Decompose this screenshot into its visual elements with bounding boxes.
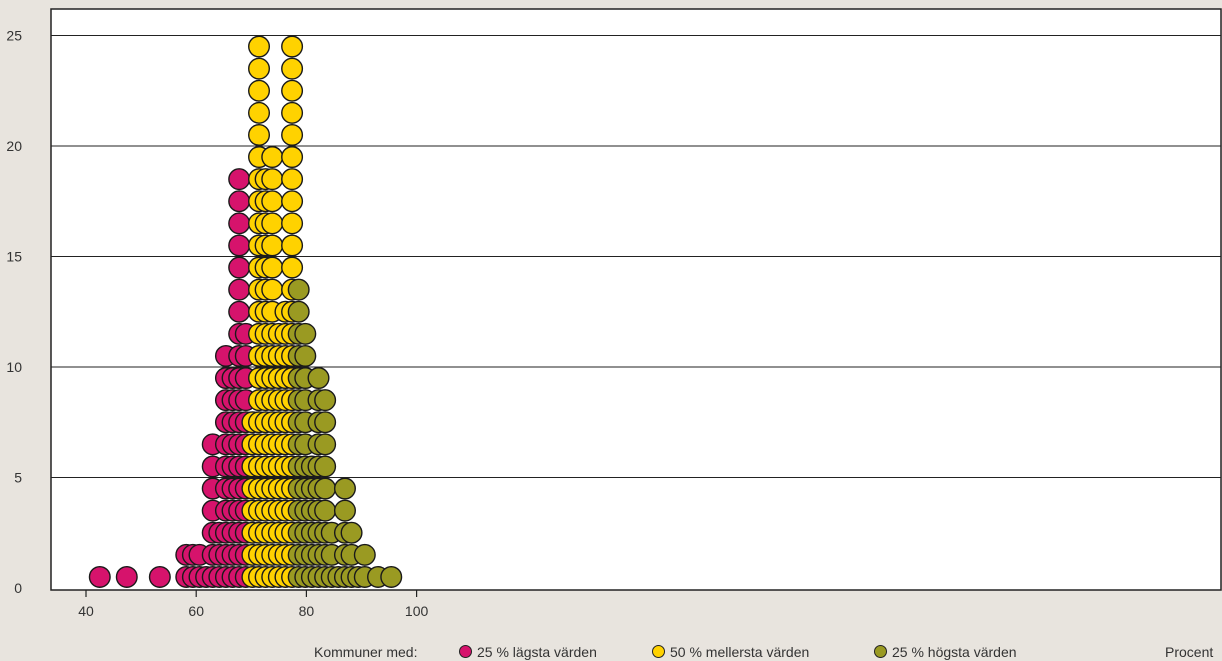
data-dot — [248, 35, 271, 58]
data-dot — [314, 389, 337, 412]
data-dot — [333, 477, 356, 500]
data-dot — [261, 256, 284, 279]
data-dot — [287, 300, 310, 323]
data-dot — [380, 565, 403, 588]
data-dot — [261, 146, 284, 169]
legend-item-lowest: 25 % lägsta värden — [459, 643, 597, 661]
data-dot — [228, 234, 251, 257]
plot-frame — [50, 8, 1222, 591]
y-tick-label: 0 — [14, 580, 22, 596]
data-dot — [353, 543, 376, 566]
data-dot — [281, 234, 304, 257]
data-dot — [281, 212, 304, 235]
legend-swatch-highest — [874, 645, 887, 658]
data-dot — [228, 190, 251, 213]
data-dot — [314, 411, 337, 434]
data-dot — [248, 101, 271, 124]
legend-swatch-middle — [652, 645, 665, 658]
data-dot — [228, 278, 251, 301]
data-dot — [281, 256, 304, 279]
data-dot — [281, 123, 304, 146]
dot-plot-chart: 0 5 10 15 20 25 40 60 80 100 — [6, 8, 1222, 619]
data-dot — [148, 565, 171, 588]
data-dot — [314, 499, 337, 522]
data-dot — [248, 123, 271, 146]
data-dot — [314, 433, 337, 456]
data-dot — [314, 477, 337, 500]
x-tick-label: 100 — [405, 603, 429, 619]
x-unit-label: Procent — [1165, 644, 1214, 660]
data-dot — [228, 256, 251, 279]
data-dot — [287, 278, 310, 301]
x-tick-label: 80 — [299, 603, 315, 619]
data-dot — [294, 322, 317, 345]
data-dot — [261, 168, 284, 191]
data-dot — [281, 35, 304, 58]
data-dot — [281, 146, 304, 169]
data-dot — [248, 57, 271, 80]
y-tick-label: 20 — [6, 138, 22, 154]
y-tick-label: 25 — [6, 28, 22, 44]
x-tick-label: 40 — [78, 603, 94, 619]
data-dot — [88, 565, 111, 588]
data-dot — [228, 168, 251, 191]
data-dot — [281, 168, 304, 191]
data-dot — [281, 79, 304, 102]
legend-item-middle: 50 % mellersta värden — [652, 643, 809, 661]
data-dot — [281, 101, 304, 124]
data-dot — [261, 190, 284, 213]
legend-item-highest: 25 % högsta värden — [874, 643, 1017, 661]
data-dot — [294, 344, 317, 367]
data-dot — [314, 455, 337, 478]
y-tick-label: 15 — [6, 249, 22, 265]
data-dot — [228, 300, 251, 323]
y-tick-label: 10 — [6, 359, 22, 375]
data-dot — [281, 57, 304, 80]
data-dot — [115, 565, 138, 588]
legend: Kommuner med: 25 % lägsta värden 50 % me… — [0, 643, 1222, 661]
data-dot — [261, 234, 284, 257]
data-dot — [340, 521, 363, 544]
data-dot — [333, 499, 356, 522]
legend-swatch-lowest — [459, 645, 472, 658]
data-dot — [261, 212, 284, 235]
data-dot — [307, 367, 330, 390]
legend-prefix: Kommuner med: — [314, 644, 418, 660]
data-dot — [248, 79, 271, 102]
data-dot — [281, 190, 304, 213]
data-dot — [261, 278, 284, 301]
x-tick-label: 60 — [188, 603, 204, 619]
y-tick-label: 5 — [14, 470, 22, 486]
data-dot — [228, 212, 251, 235]
